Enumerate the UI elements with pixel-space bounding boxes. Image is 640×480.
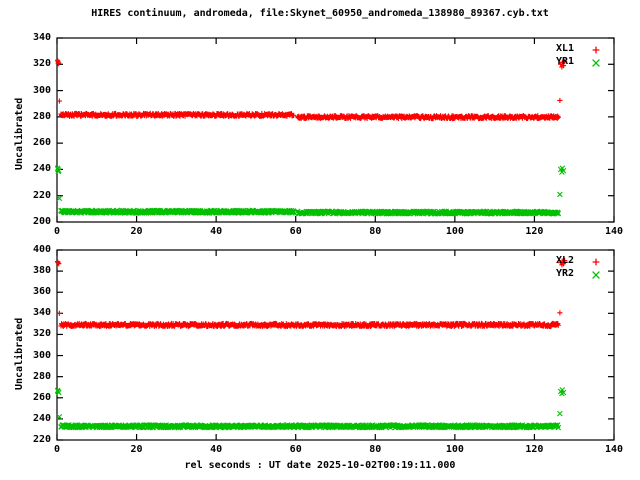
y-tick-label: 400 [32, 244, 51, 255]
x-tick-label: 0 [53, 226, 61, 237]
x-tick-label: 120 [525, 444, 544, 455]
legend-entry-yr2: YR2 [555, 268, 574, 279]
y-tick-label: 300 [32, 84, 51, 96]
y-tick-label: 240 [32, 163, 51, 175]
y-tick-label: 260 [32, 391, 51, 403]
x-axis-label: rel seconds : UT date 2025-10-02T00:19:1… [184, 460, 456, 471]
y-tick-label: 220 [32, 189, 51, 201]
x-tick-label: 140 [604, 226, 624, 237]
y-tick-label: 340 [32, 307, 51, 319]
legend-entry-xl1: XL1 [555, 43, 574, 54]
y-tick-label: 380 [32, 265, 51, 277]
y-tick-label: 300 [32, 349, 51, 361]
x-tick-label: 60 [289, 444, 302, 455]
x-tick-label: 140 [604, 444, 624, 455]
x-tick-label: 120 [525, 226, 544, 237]
x-tick-label: 60 [289, 226, 302, 237]
y-tick-label: 280 [32, 370, 51, 382]
x-tick-label: 80 [369, 444, 382, 455]
x-tick-label: 100 [445, 226, 464, 237]
y-tick-label: 320 [32, 328, 51, 340]
y-tick-label: 320 [32, 58, 51, 70]
legend-entry-xl2: XL2 [555, 255, 574, 266]
legend-entry-yr1: YR1 [555, 56, 574, 67]
chart-title: HIRES continuum, andromeda, file:Skynet_… [91, 8, 549, 19]
x-tick-label: 80 [369, 226, 382, 237]
x-tick-label: 100 [445, 444, 464, 455]
y-tick-label: 220 [32, 434, 51, 445]
x-tick-label: 0 [53, 444, 61, 455]
x-tick-label: 40 [210, 444, 223, 455]
y-tick-label: 260 [32, 137, 51, 149]
x-tick-label: 20 [130, 226, 143, 237]
y-tick-label: 200 [32, 216, 51, 227]
x-tick-label: 20 [130, 444, 143, 455]
x-tick-label: 40 [210, 226, 223, 237]
y-tick-label: 340 [32, 32, 51, 43]
y-tick-label: 280 [32, 110, 51, 122]
y-tick-label: 360 [32, 286, 51, 298]
y-tick-label: 240 [32, 412, 51, 424]
